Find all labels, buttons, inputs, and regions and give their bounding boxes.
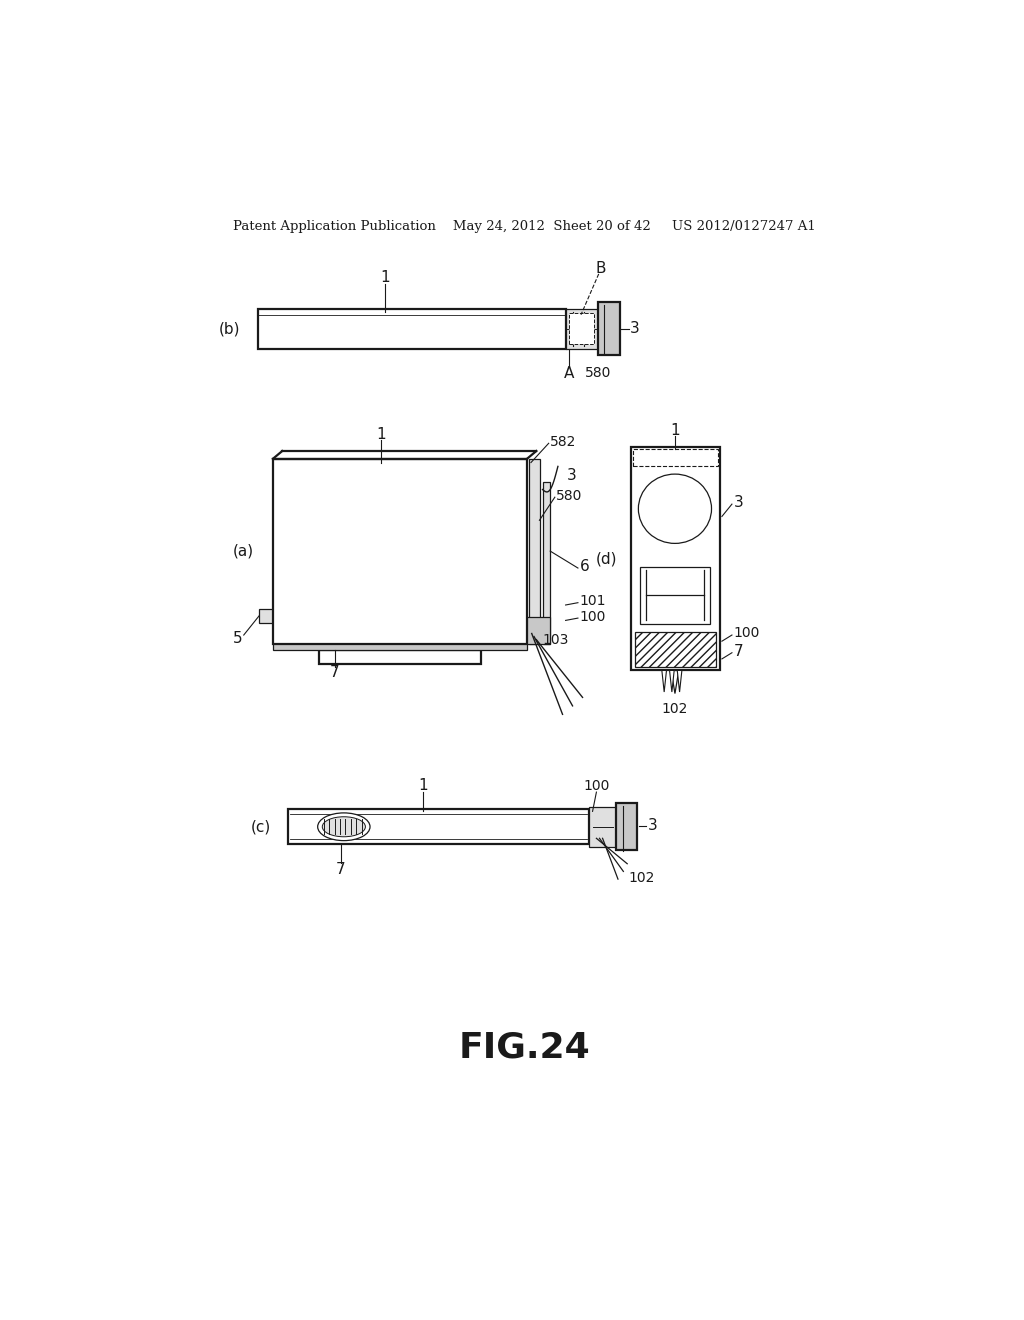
FancyBboxPatch shape [528, 459, 541, 644]
Text: 3: 3 [733, 495, 743, 510]
FancyBboxPatch shape [640, 566, 711, 624]
Text: 100: 100 [733, 627, 760, 640]
Ellipse shape [323, 817, 366, 837]
Polygon shape [662, 671, 667, 692]
Polygon shape [671, 671, 679, 693]
FancyBboxPatch shape [273, 644, 527, 649]
Text: 582: 582 [550, 434, 577, 449]
Ellipse shape [638, 474, 712, 544]
FancyBboxPatch shape [258, 309, 565, 348]
Text: 6: 6 [580, 558, 589, 574]
Text: 103: 103 [543, 632, 569, 647]
FancyBboxPatch shape [565, 309, 598, 348]
Text: (c): (c) [251, 820, 270, 834]
Text: 100: 100 [584, 779, 609, 793]
FancyBboxPatch shape [289, 809, 589, 845]
Ellipse shape [317, 813, 370, 841]
Text: 3: 3 [567, 469, 577, 483]
Text: 101: 101 [580, 594, 606, 609]
Text: 1: 1 [376, 426, 386, 442]
Text: 1: 1 [419, 779, 428, 793]
Text: 3: 3 [648, 818, 657, 833]
Text: A: A [564, 366, 574, 380]
Text: B: B [595, 261, 605, 276]
Polygon shape [677, 671, 682, 692]
Text: (b): (b) [219, 321, 241, 337]
Text: 102: 102 [662, 702, 688, 715]
FancyBboxPatch shape [273, 459, 527, 644]
FancyBboxPatch shape [527, 616, 550, 644]
Text: 102: 102 [629, 871, 655, 884]
Text: 100: 100 [580, 610, 606, 623]
Text: 580: 580 [556, 488, 583, 503]
FancyBboxPatch shape [569, 313, 594, 345]
FancyBboxPatch shape [319, 649, 481, 664]
Polygon shape [670, 671, 674, 692]
FancyBboxPatch shape [543, 482, 550, 644]
Text: 7: 7 [330, 665, 339, 680]
Text: 7: 7 [733, 644, 743, 659]
FancyBboxPatch shape [635, 632, 716, 667]
Text: 3: 3 [631, 321, 640, 337]
FancyBboxPatch shape [259, 609, 273, 623]
Text: 580: 580 [585, 366, 611, 380]
FancyBboxPatch shape [633, 449, 718, 466]
Text: (d): (d) [596, 552, 617, 566]
Text: FIG.24: FIG.24 [459, 1031, 591, 1065]
Text: 5: 5 [232, 631, 243, 647]
Text: 7: 7 [336, 862, 345, 876]
FancyBboxPatch shape [589, 807, 616, 847]
Text: (a): (a) [232, 544, 254, 558]
FancyBboxPatch shape [616, 803, 637, 850]
FancyBboxPatch shape [631, 447, 720, 671]
Text: 1: 1 [670, 422, 680, 438]
Text: 1: 1 [380, 271, 389, 285]
FancyBboxPatch shape [598, 302, 620, 355]
Text: Patent Application Publication    May 24, 2012  Sheet 20 of 42     US 2012/01272: Patent Application Publication May 24, 2… [233, 219, 816, 232]
